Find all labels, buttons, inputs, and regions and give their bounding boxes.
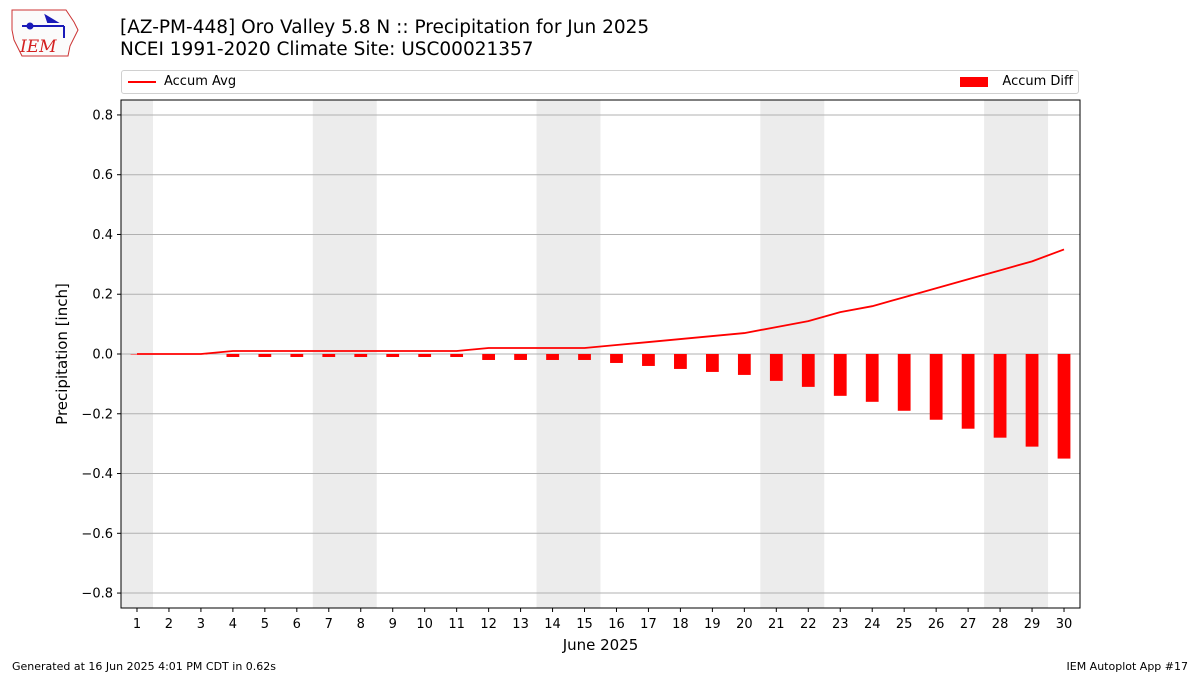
x-tick-label: 14 <box>544 617 561 632</box>
legend: Accum Avg Accum Diff <box>121 70 1079 94</box>
bar-accum-diff <box>865 354 879 402</box>
bar-accum-diff <box>833 354 847 396</box>
y-tick-label: −0.8 <box>81 587 113 602</box>
bar-accum-diff <box>961 354 975 429</box>
y-axis-label: Precipitation [inch] <box>53 283 71 425</box>
chart-title-line2: NCEI 1991-2020 Climate Site: USC00021357 <box>120 39 534 60</box>
iem-logo: IEM <box>11 9 79 57</box>
bar-accum-diff <box>354 354 368 357</box>
x-tick-label: 2 <box>165 617 173 632</box>
x-tick-label: 26 <box>928 617 945 632</box>
x-tick-label: 28 <box>992 617 1009 632</box>
bar-accum-diff <box>386 354 400 357</box>
x-tick-label: 15 <box>576 617 593 632</box>
chart-title-line1: [AZ-PM-448] Oro Valley 5.8 N :: Precipit… <box>120 17 650 38</box>
bar-accum-diff <box>578 354 591 360</box>
x-tick-label: 10 <box>416 617 433 632</box>
x-tick-label: 25 <box>896 617 913 632</box>
bar-accum-diff <box>737 354 751 375</box>
x-tick-label: 1 <box>133 617 141 632</box>
x-tick-label: 9 <box>389 617 397 632</box>
bar-accum-diff <box>290 354 304 357</box>
bar-accum-diff <box>642 354 655 366</box>
x-tick-label: 18 <box>672 617 689 632</box>
legend-bar-swatch <box>960 77 988 87</box>
x-tick-label: 27 <box>960 617 977 632</box>
line-accum-avg <box>136 248 1065 355</box>
bar-accum-diff <box>801 354 815 387</box>
x-tick-label: 20 <box>736 617 753 632</box>
bar-accum-diff <box>674 354 687 369</box>
x-tick-label: 17 <box>640 617 657 632</box>
x-tick-label: 6 <box>293 617 301 632</box>
bar-accum-diff <box>610 354 623 363</box>
x-tick-label: 23 <box>832 617 849 632</box>
bar-accum-diff <box>258 354 272 357</box>
bar-accum-diff <box>929 354 943 420</box>
bar-accum-diff <box>546 354 559 360</box>
x-axis-label: June 2025 <box>562 636 639 654</box>
axes-frame <box>120 99 1081 609</box>
logo-text: IEM <box>19 37 57 57</box>
x-tick-label: 5 <box>261 617 269 632</box>
x-tick-label: 29 <box>1024 617 1041 632</box>
bar-accum-diff <box>482 354 496 360</box>
x-tick-label: 21 <box>768 617 785 632</box>
weather-station-icon <box>22 13 65 38</box>
y-tick-label: −0.6 <box>81 527 113 542</box>
legend-bar-label: Accum Diff <box>1002 74 1073 89</box>
bar-accum-diff <box>450 354 464 357</box>
y-tick-label: 0.0 <box>92 348 113 363</box>
y-tick-label: 0.8 <box>92 108 113 123</box>
bar-accum-diff <box>322 354 336 357</box>
y-tick-label: 0.6 <box>92 168 113 183</box>
x-tick-label: 7 <box>325 617 333 632</box>
bar-accum-diff <box>1057 354 1071 459</box>
y-tick-label: 0.4 <box>92 228 113 243</box>
y-tick-label: −0.4 <box>81 467 113 482</box>
x-tick-label: 8 <box>357 617 365 632</box>
x-tick-label: 12 <box>480 617 497 632</box>
y-tick-label: −0.2 <box>81 407 113 422</box>
footer-app: IEM Autoplot App #17 <box>1066 660 1189 673</box>
bar-accum-diff <box>418 354 432 357</box>
x-tick-label: 19 <box>704 617 721 632</box>
bar-accum-diff <box>514 354 527 360</box>
x-tick-label: 4 <box>229 617 237 632</box>
x-tick-label: 30 <box>1056 617 1073 632</box>
bar-accum-diff <box>705 354 719 372</box>
x-tick-label: 3 <box>197 617 205 632</box>
footer-generated: Generated at 16 Jun 2025 4:01 PM CDT in … <box>12 660 277 673</box>
bar-accum-diff <box>769 354 783 381</box>
bar-accum-diff <box>226 354 240 357</box>
legend-line-label: Accum Avg <box>164 74 237 89</box>
bar-accum-diff <box>993 354 1007 438</box>
y-tick-label: 0.2 <box>92 288 113 303</box>
x-tick-label: 11 <box>448 617 465 632</box>
legend-line-swatch <box>128 81 156 83</box>
iowa-outline-icon <box>11 9 79 57</box>
x-tick-label: 16 <box>608 617 625 632</box>
bar-accum-diff <box>897 354 911 411</box>
x-tick-label: 24 <box>864 617 881 632</box>
x-tick-label: 22 <box>800 617 817 632</box>
bar-accum-diff <box>1025 354 1039 447</box>
chart-title: [AZ-PM-448] Oro Valley 5.8 N :: Precipit… <box>120 17 649 61</box>
x-tick-label: 13 <box>512 617 529 632</box>
